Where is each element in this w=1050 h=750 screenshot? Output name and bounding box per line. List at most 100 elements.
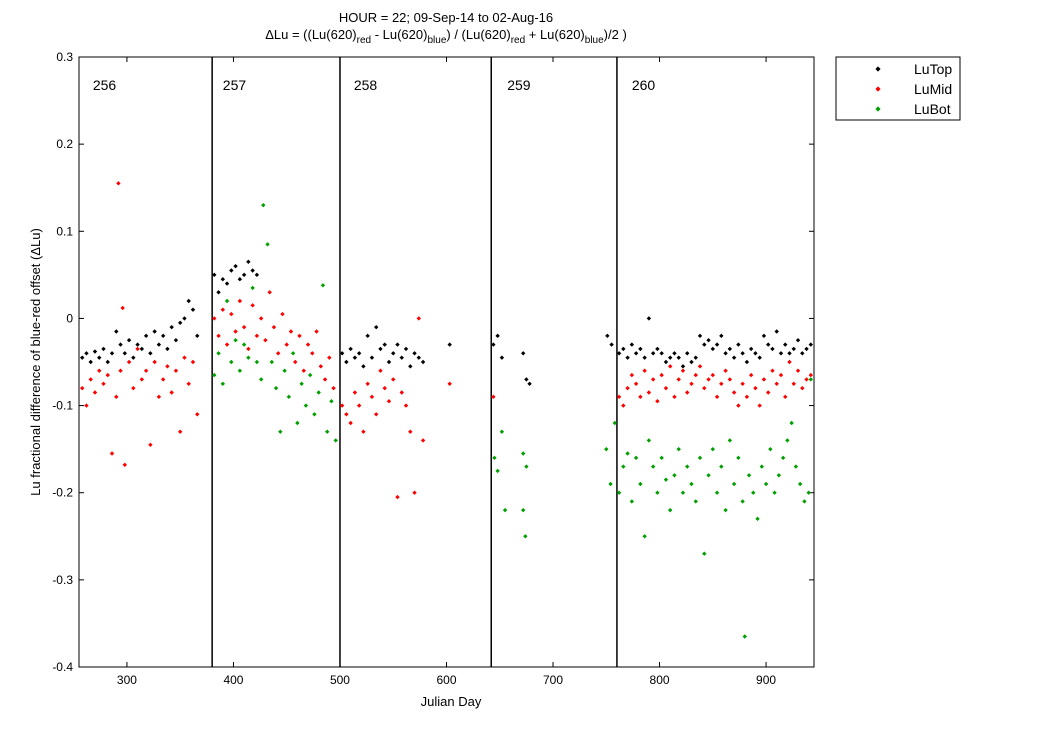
lumid-point-30 xyxy=(212,316,217,321)
lumid-point-37 xyxy=(241,324,247,330)
lumid-point-61 xyxy=(348,420,353,426)
segment-label-2: 258 xyxy=(354,77,378,93)
y-tick-label-5: 0.1 xyxy=(56,224,73,238)
lumid-point-31 xyxy=(216,333,221,339)
lubot-point-29 xyxy=(333,438,338,443)
lubot-point-76 xyxy=(763,481,769,487)
legend-marker-lumid xyxy=(875,86,881,92)
lumid-point-54 xyxy=(314,329,319,334)
lumid-point-87 xyxy=(642,368,647,373)
lumid-point-56 xyxy=(322,377,328,382)
lutop-point-77 xyxy=(655,346,660,352)
lubot-point-64 xyxy=(714,490,720,495)
lubot-point-4 xyxy=(229,359,234,365)
lumid-point-62 xyxy=(352,390,358,395)
formula-sub-blue: blue xyxy=(427,35,446,46)
lubot-point-44 xyxy=(629,499,635,504)
lutop-point-31 xyxy=(224,281,230,286)
lutop-point-84 xyxy=(685,351,690,356)
lubot-point-6 xyxy=(237,368,243,373)
lumid-point-82 xyxy=(621,403,626,408)
lutop-point-65 xyxy=(527,381,532,386)
lumid-point-57 xyxy=(327,355,332,360)
lumid-point-5 xyxy=(101,381,106,386)
lumid-point-99 xyxy=(693,372,698,378)
lumid-point-60 xyxy=(344,412,349,417)
lutop-point-98 xyxy=(744,359,750,365)
lubot-point-59 xyxy=(693,499,698,504)
x-axis-label: Julian Day xyxy=(421,694,482,709)
lutop-point-101 xyxy=(757,355,762,360)
lumid-point-24 xyxy=(173,368,179,373)
formula-plus: + Lu(620) xyxy=(525,27,585,42)
lumid-point-32 xyxy=(220,307,226,312)
lumid-point-16 xyxy=(139,377,145,382)
lumid-point-91 xyxy=(659,372,664,378)
lutop-point-15 xyxy=(143,333,149,339)
lumid-point-10 xyxy=(118,368,123,373)
lubot-point-49 xyxy=(650,464,656,469)
lubot-point-70 xyxy=(740,499,745,504)
lubot-point-15 xyxy=(273,385,279,391)
lubot-point-61 xyxy=(702,551,707,556)
lutop-point-14 xyxy=(139,346,145,352)
lutop-point-23 xyxy=(177,320,183,325)
data-points xyxy=(79,181,814,639)
lutop-point-24 xyxy=(182,316,187,321)
lutop-point-69 xyxy=(621,346,626,352)
lutop-point-106 xyxy=(778,351,784,356)
lutop-point-105 xyxy=(774,329,779,334)
lutop-point-109 xyxy=(791,346,796,352)
lubot-point-58 xyxy=(689,481,694,487)
lubot-point-43 xyxy=(625,451,630,456)
formula-sub-blue2: blue xyxy=(585,35,604,46)
lumid-point-81 xyxy=(616,394,622,400)
lumid-point-40 xyxy=(254,333,260,339)
lubot-point-25 xyxy=(316,390,321,395)
plot-frame xyxy=(78,56,815,668)
lubot-point-7 xyxy=(241,342,247,347)
lubot-point-36 xyxy=(520,507,526,513)
lubot-point-41 xyxy=(616,490,622,495)
lubot-point-26 xyxy=(320,283,326,288)
lubot-point-85 xyxy=(802,499,807,504)
lutop-point-81 xyxy=(672,351,677,356)
lumid-point-67 xyxy=(373,412,379,417)
y-tick-label-6: 0.2 xyxy=(56,137,73,151)
lumid-point-83 xyxy=(625,385,630,391)
lutop-point-48 xyxy=(378,346,383,352)
lutop-point-103 xyxy=(765,342,771,347)
lutop-point-72 xyxy=(633,351,639,356)
lutop-point-89 xyxy=(706,338,711,343)
lumid-point-13 xyxy=(126,359,132,365)
lutop-point-61 xyxy=(495,333,500,339)
lumid-point-80 xyxy=(491,394,496,400)
lumid-point-95 xyxy=(676,377,681,382)
lumid-point-94 xyxy=(672,394,677,400)
lutop-point-34 xyxy=(237,277,243,282)
legend-marker-lutop xyxy=(875,66,881,72)
lutop-point-18 xyxy=(156,342,162,347)
lutop-point-50 xyxy=(386,359,392,365)
lutop-point-60 xyxy=(491,342,496,347)
lumid-point-0 xyxy=(79,385,85,391)
x-tick-label-5: 800 xyxy=(650,673,670,687)
lutop-point-39 xyxy=(339,351,345,356)
lumid-point-115 xyxy=(761,377,767,382)
lumid-point-101 xyxy=(702,385,707,391)
lutop-point-53 xyxy=(399,355,404,360)
lumid-point-29 xyxy=(195,412,200,417)
lumid-point-19 xyxy=(152,359,157,365)
lubot-point-47 xyxy=(642,534,647,539)
lumid-point-55 xyxy=(318,364,324,369)
lubot-point-62 xyxy=(706,473,711,478)
lubot-point-55 xyxy=(676,446,681,452)
y-tick-label-3: -0.1 xyxy=(52,399,73,413)
lumid-point-9 xyxy=(116,181,121,186)
lumid-point-93 xyxy=(667,364,673,369)
lubot-point-53 xyxy=(667,507,673,513)
formula-sub-red2: red xyxy=(511,35,525,46)
lumid-point-118 xyxy=(774,381,779,386)
lumid-point-121 xyxy=(787,359,792,365)
lubot-point-77 xyxy=(768,446,773,452)
